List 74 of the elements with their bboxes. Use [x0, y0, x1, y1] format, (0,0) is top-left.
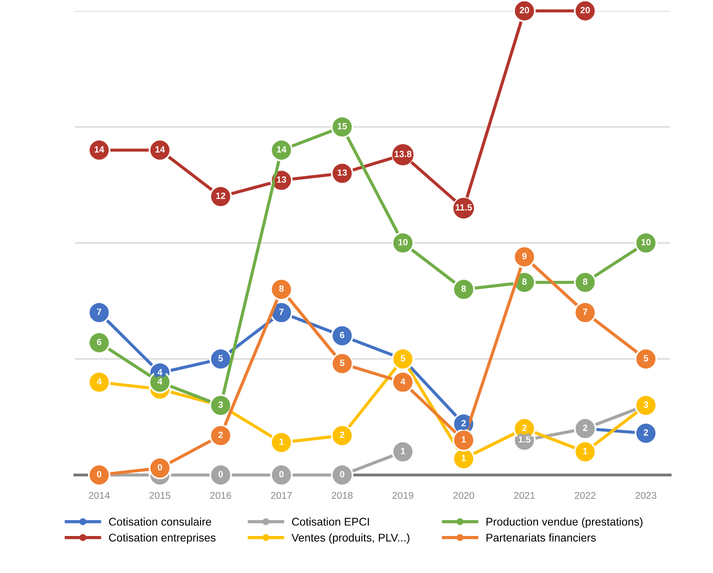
x-tick-label: 2017 — [271, 492, 292, 499]
data-label: 9 — [522, 252, 527, 260]
legend-label: Cotisation consulaire — [109, 518, 212, 526]
x-tick-label: 2016 — [210, 492, 232, 499]
data-label: 1.5 — [518, 436, 530, 443]
point — [574, 440, 596, 464]
data-label: 13 — [276, 176, 286, 183]
data-label: 7 — [97, 308, 102, 315]
data-label: 4 — [400, 378, 406, 385]
data-label: 3 — [644, 401, 648, 408]
data-label: 14 — [155, 146, 165, 152]
data-label: 1 — [400, 448, 406, 454]
x-tick-label: 2020 — [453, 492, 474, 499]
x-tick-label: 2018 — [332, 492, 353, 499]
data-label: 15 — [338, 123, 347, 130]
data-label: 20 — [520, 6, 530, 14]
data-label: 14 — [94, 146, 104, 152]
data-label: 10 — [641, 238, 651, 246]
data-label: 4 — [96, 378, 102, 385]
data-label: 1 — [583, 448, 588, 454]
data-label: 13 — [338, 169, 347, 176]
x-tick-label: 2014 — [88, 492, 110, 499]
data-label: 13.8 — [394, 150, 412, 158]
data-label: 6 — [340, 332, 344, 338]
data-label: 0 — [218, 471, 223, 478]
data-label: 3 — [218, 401, 223, 408]
x-tick-label: 2019 — [392, 492, 414, 499]
data-label: 2 — [522, 424, 527, 431]
data-label: 2 — [218, 432, 223, 438]
data-label: 0 — [158, 464, 162, 470]
data-label: 6 — [96, 338, 102, 346]
legend-label: Cotisation entreprises — [109, 533, 216, 544]
point — [452, 448, 475, 470]
data-label: 2 — [582, 424, 588, 431]
data-label: 2 — [340, 432, 344, 438]
data-label: 14 — [276, 146, 286, 152]
legend-label: Partenariats financiers — [486, 533, 596, 542]
data-label: 8 — [279, 285, 284, 292]
data-label: 12 — [216, 192, 226, 199]
legend-label: Ventes (produits, PLV...) — [292, 533, 410, 544]
data-label: 2 — [644, 429, 648, 436]
data-label: 7 — [583, 308, 588, 315]
data-label: 0 — [97, 471, 102, 478]
data-label: 11.5 — [456, 204, 472, 211]
data-label: 1 — [462, 436, 466, 443]
legend-label: Cotisation EPCI — [292, 518, 369, 526]
data-label: 1 — [462, 454, 466, 462]
legend-label: Production vendue (prestations) — [486, 518, 642, 528]
data-label: 0 — [340, 471, 344, 478]
x-tick-label: 2021 — [514, 492, 535, 499]
data-label: 5 — [218, 355, 223, 362]
x-tick-label: 2015 — [150, 492, 170, 499]
data-label: 20 — [580, 6, 590, 14]
point — [88, 301, 110, 324]
data-label: 5 — [644, 355, 648, 362]
data-label: 8 — [582, 278, 588, 285]
data-label: 2 — [461, 420, 466, 426]
data-label: 8 — [461, 285, 466, 292]
data-label: 5 — [400, 355, 406, 362]
data-label: 4 — [158, 369, 162, 376]
data-label: 1 — [279, 438, 284, 445]
data-label: 7 — [279, 308, 284, 315]
data-label: 10 — [398, 238, 408, 246]
data-label: 4 — [158, 378, 162, 385]
data-label: 0 — [279, 471, 284, 478]
data-label: 5 — [340, 360, 344, 366]
point — [452, 428, 475, 452]
x-tick-label: 2023 — [636, 492, 656, 499]
point — [574, 301, 596, 324]
point — [392, 440, 414, 464]
x-tick-label: 2022 — [574, 492, 596, 499]
point — [270, 431, 293, 454]
point — [270, 301, 293, 324]
data-label: 8 — [522, 278, 527, 285]
